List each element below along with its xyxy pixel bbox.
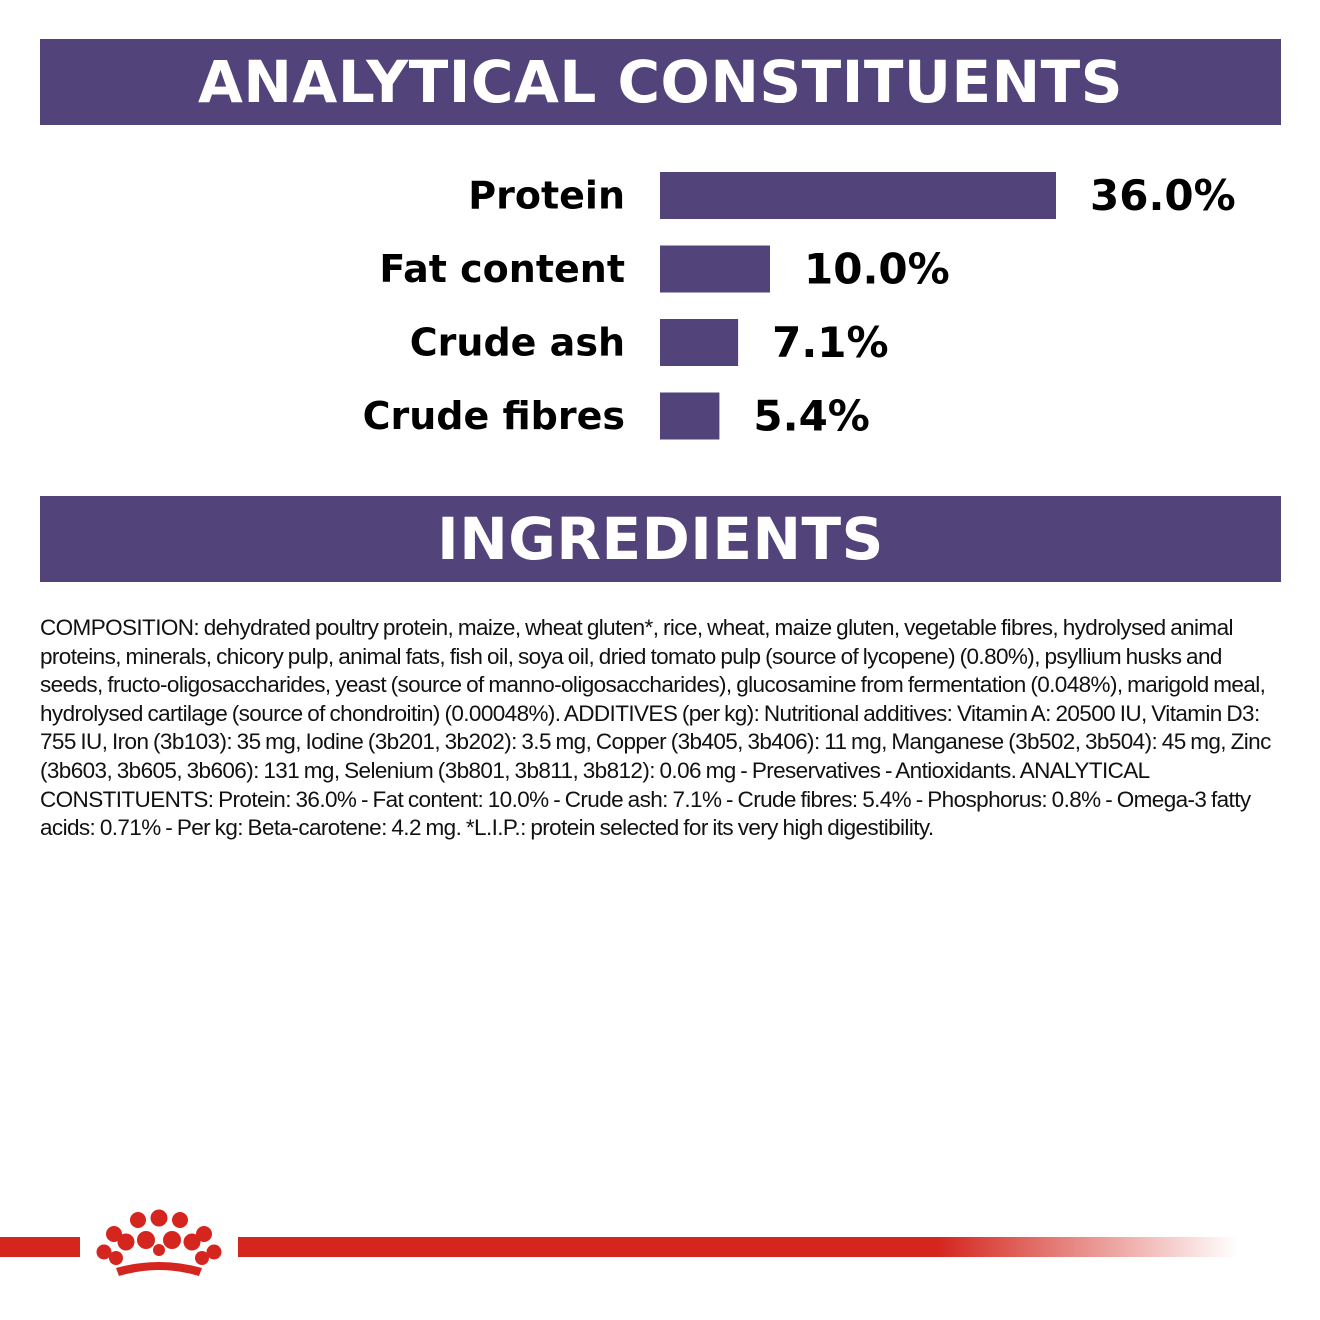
value-label-fat-content: 10.0% (804, 245, 950, 294)
ingredients-banner: INGREDIENTS (40, 496, 1281, 582)
footer-red-line-right (238, 1237, 1238, 1257)
analytical-constituents-chart: Protein 36.0% Fat content 10.0% Crude ash 7.1… (363, 171, 1236, 441)
category-label-fat-content: Fat content (379, 247, 625, 291)
footer-red-line-left (0, 1237, 80, 1257)
ingredients-title: INGREDIENTS (437, 505, 884, 573)
category-label-crude-fibres: Crude fibres (363, 394, 625, 438)
royal-canin-crown-icon (96, 1209, 222, 1276)
category-label-crude-ash: Crude ash (410, 321, 625, 365)
bar-crude-ash (660, 319, 739, 366)
value-label-protein: 36.0% (1090, 171, 1236, 220)
composition-text: COMPOSITION: dehydrated poultry protein,… (40, 615, 1271, 841)
value-label-crude-fibres: 5.4% (753, 392, 869, 441)
analytical-constituents-banner: ANALYTICAL CONSTITUENTS (40, 39, 1281, 125)
bar-crude-fibres (660, 392, 720, 440)
analytical-constituents-title: ANALYTICAL CONSTITUENTS (198, 48, 1123, 116)
bar-fat-content (660, 245, 770, 293)
value-label-crude-ash: 7.1% (772, 318, 888, 367)
bar-protein (660, 172, 1056, 219)
category-label-protein: Protein (468, 174, 625, 218)
